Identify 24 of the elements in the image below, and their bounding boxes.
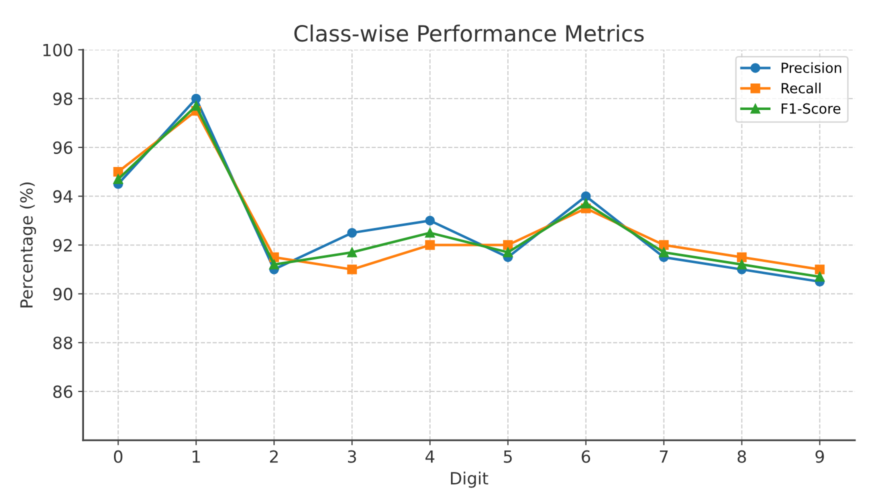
y-tick-label: 88 [53, 336, 72, 350]
y-tick-label: 96 [53, 141, 72, 154]
y-tick-label: 90 [53, 288, 72, 300]
y-tick-label: 98 [53, 92, 72, 106]
chart-title: Class-wise Performance Metrics [294, 24, 644, 42]
legend-label: Recall [782, 82, 820, 94]
y-tick-label: 86 [53, 385, 72, 398]
x-axis-title: Digit [450, 472, 488, 488]
x-tick-label: 8 [738, 450, 746, 463]
x-tick-label: 6 [582, 450, 590, 463]
y-tick-label: 92 [53, 238, 72, 252]
y-tick-label: 94 [53, 190, 72, 203]
y-axis-title: Percentage (%) [20, 182, 36, 308]
x-tick-label: 5 [504, 450, 512, 463]
x-tick-label: 9 [815, 450, 824, 463]
legend-label: F1-Score [782, 103, 840, 114]
x-tick-label: 0 [114, 450, 122, 463]
x-tick-label: 3 [348, 450, 356, 463]
x-tick-label: 1 [192, 450, 200, 463]
y-tick-label: 100 [43, 44, 72, 56]
x-tick-label: 2 [270, 450, 278, 463]
legend-label: Precision [782, 62, 842, 74]
x-tick-label: 7 [660, 450, 668, 463]
x-tick-label: 4 [426, 450, 434, 463]
